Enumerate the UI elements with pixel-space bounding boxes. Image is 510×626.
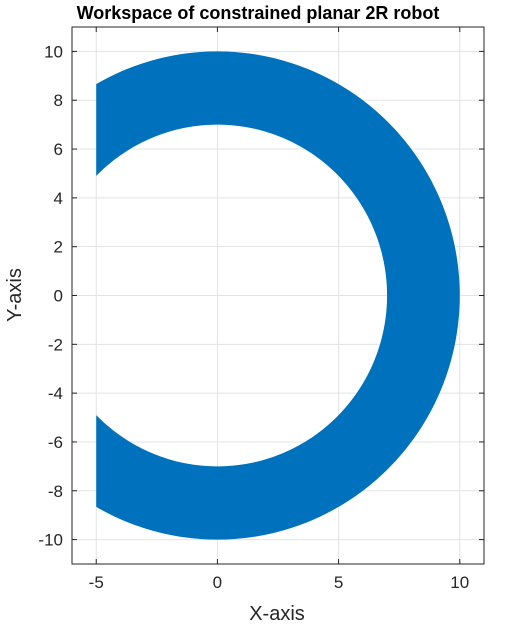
workspace-region [96,51,460,540]
y-tick-label: -6 [48,433,63,452]
y-tick-label: -10 [38,531,63,550]
y-tick-label: -2 [48,335,63,354]
x-tick-label: -5 [89,573,104,592]
y-tick-label: -4 [48,384,63,403]
x-tick-label: 0 [213,573,222,592]
y-tick-label: 6 [54,140,63,159]
y-tick-label: 8 [54,91,63,110]
y-tick-label: 2 [54,238,63,257]
chart-title: Workspace of constrained planar 2R robot [77,3,440,23]
x-tick-label: 10 [450,573,469,592]
y-tick-label: 4 [54,189,63,208]
x-axis-label: X-axis [249,603,305,625]
y-tick-label: 10 [44,42,63,61]
y-axis-label: Y-axis [4,268,26,322]
x-tick-label: 5 [334,573,343,592]
y-tick-label: -8 [48,482,63,501]
y-tick-label: 0 [54,287,63,306]
ticks: -5 0 5 10 -10 -8 -6 -4 -2 0 2 4 6 8 10 [38,27,484,592]
